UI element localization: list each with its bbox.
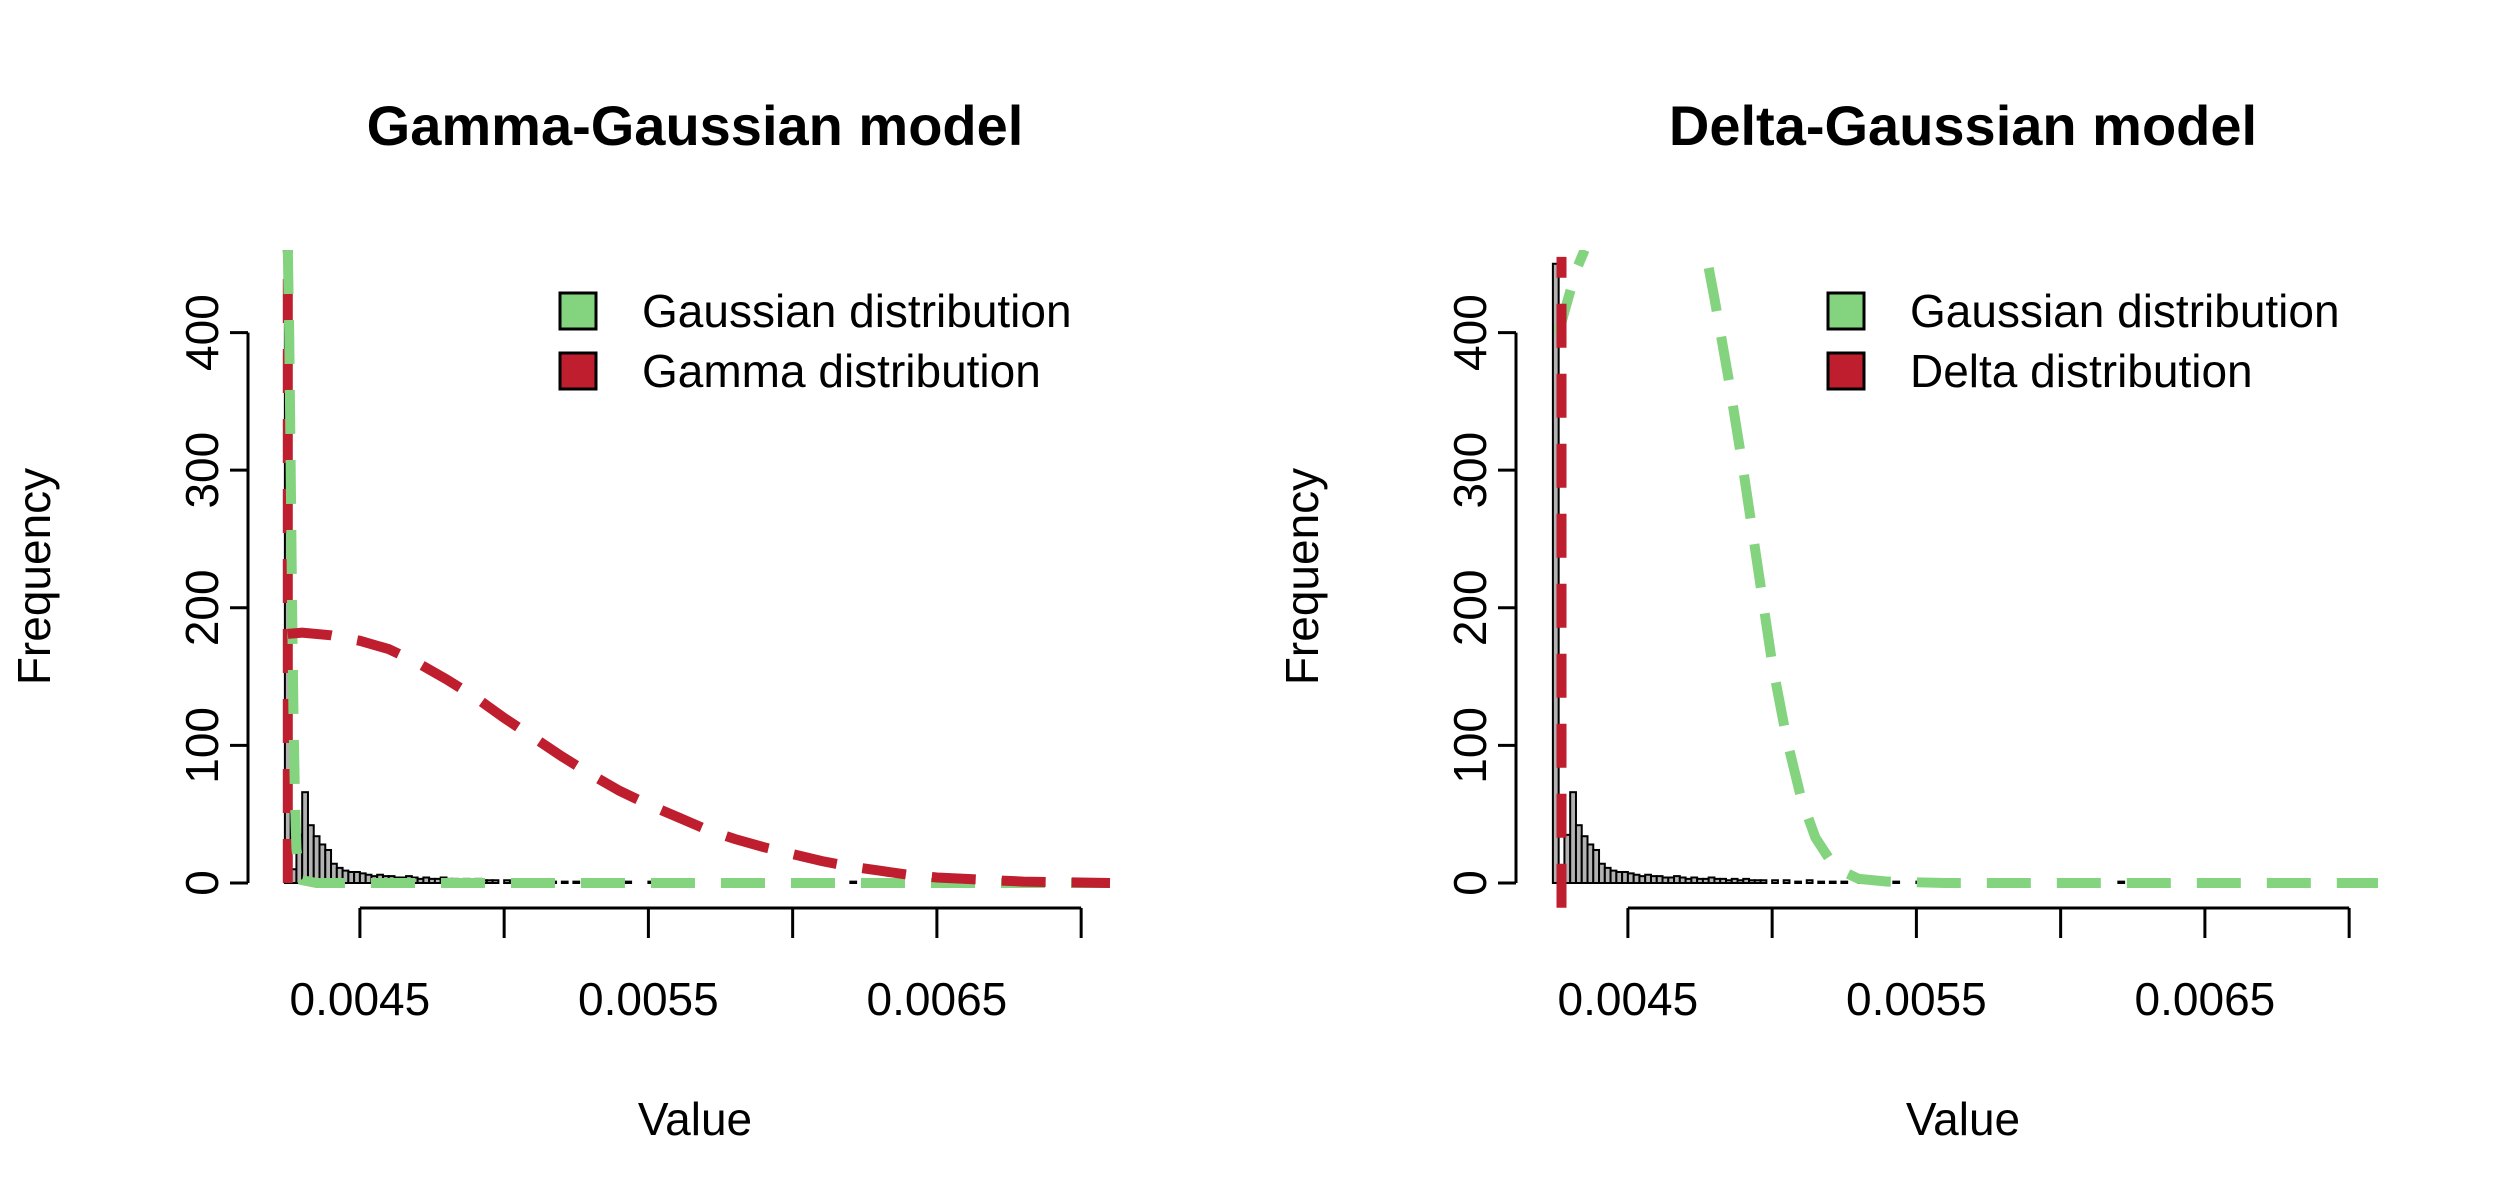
- x-tick-label: 0.0045: [290, 973, 431, 1025]
- legend: Gaussian distribution Gamma distribution: [558, 285, 1072, 397]
- histogram-bar: [624, 880, 633, 884]
- x-tick-label: 0.0065: [867, 973, 1008, 1025]
- histogram-bar: [491, 879, 500, 884]
- histogram-bar: [1551, 262, 1560, 884]
- y-tick-label: 0: [1444, 870, 1496, 896]
- y-tick-label: 100: [176, 707, 228, 784]
- gaussian-distribution-curve: [282, 250, 1110, 888]
- histogram-bar: [560, 880, 569, 884]
- histogram-bar: [2117, 880, 2126, 884]
- x-tick-label: 0.0065: [2135, 973, 2276, 1025]
- y-tick-label: 200: [1444, 569, 1496, 646]
- y-axis-label: Frequency: [1276, 468, 1328, 685]
- legend-swatch: [1826, 291, 1866, 331]
- legend-swatch: [1826, 351, 1866, 391]
- x-axis-label: Value: [1906, 1093, 2020, 1145]
- histogram-bar: [503, 879, 511, 884]
- y-tick-label: 400: [176, 294, 228, 371]
- chart-title: Delta-Gaussian model: [1669, 94, 2257, 157]
- y-tick-label: 300: [176, 432, 228, 509]
- histogram-bar: [1759, 879, 1768, 884]
- density-curves: [282, 250, 1111, 888]
- histogram-bar: [849, 880, 858, 884]
- histogram-bar: [1794, 880, 1802, 884]
- legend-label: Gaussian distribution: [1910, 285, 2340, 337]
- y-axis: 0 100 200 300 400 Frequency: [8, 294, 250, 896]
- y-tick-label: 400: [1444, 294, 1496, 371]
- y-tick-label: 0: [176, 870, 228, 896]
- histogram-bar: [1782, 879, 1791, 884]
- y-axis-label: Frequency: [8, 468, 60, 685]
- delta-gaussian-panel: Delta-Gaussian model 0 100 200 300 400 Frequen…: [1276, 94, 2378, 1145]
- density-curves: [1553, 250, 2378, 908]
- histogram-bar: [1817, 880, 1826, 884]
- chart-title: Gamma-Gaussian model: [367, 94, 1024, 157]
- histogram-bar: [1805, 879, 1814, 884]
- x-axis: 0.0045 0.0055 0.0065 Value: [290, 906, 1083, 1145]
- legend-label: Gaussian distribution: [642, 285, 1072, 337]
- legend-label: Delta distribution: [1910, 345, 2253, 397]
- histogram-bar: [572, 880, 581, 884]
- x-tick-label: 0.0055: [578, 973, 719, 1025]
- x-axis: 0.0045 0.0055 0.0065 Value: [1558, 906, 2351, 1145]
- histogram-bar: [1892, 880, 1901, 884]
- y-tick-label: 100: [1444, 707, 1496, 784]
- histogram-bar: [1840, 880, 1849, 884]
- y-tick-label: 300: [1444, 432, 1496, 509]
- y-axis: 0 100 200 300 400 Frequency: [1276, 294, 1518, 896]
- gamma-distribution-curve: [287, 627, 1111, 888]
- legend-swatch: [558, 351, 598, 391]
- gamma-gaussian-panel: Gamma-Gaussian model 0 100 200 300 400 Frequen…: [8, 94, 1111, 1145]
- y-tick-label: 200: [176, 569, 228, 646]
- x-tick-label: 0.0055: [1846, 973, 1987, 1025]
- histogram-bar: [1771, 879, 1779, 884]
- x-axis-label: Value: [638, 1093, 752, 1145]
- legend: Gaussian distribution Delta distribution: [1826, 285, 2340, 397]
- x-tick-label: 0.0045: [1558, 973, 1699, 1025]
- legend-swatch: [558, 291, 598, 331]
- legend-label: Gamma distribution: [642, 345, 1041, 397]
- histogram-bar: [1828, 880, 1837, 884]
